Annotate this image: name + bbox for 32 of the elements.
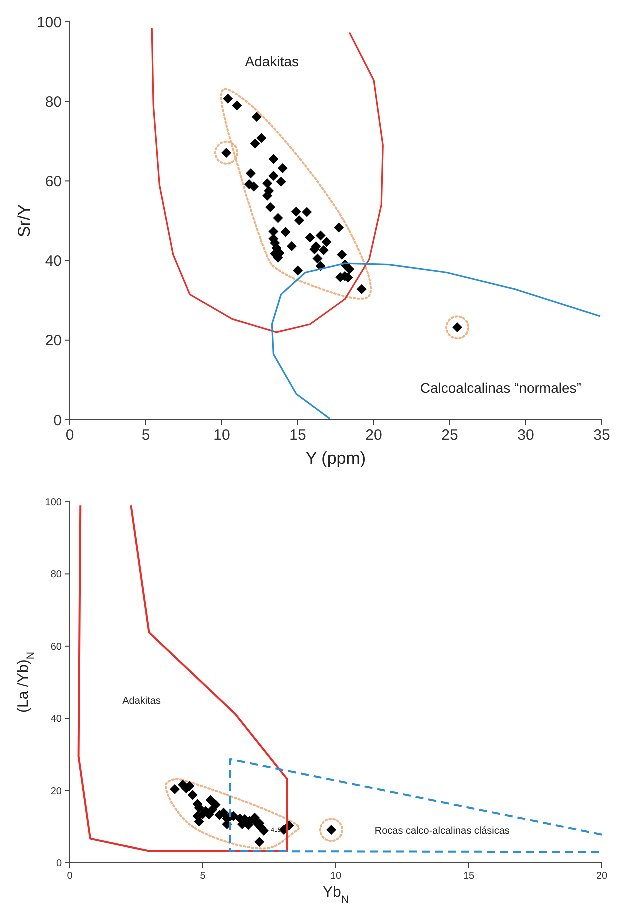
- y-tick-label: 100: [45, 498, 62, 508]
- y-tick-label: 20: [50, 786, 62, 798]
- y-tick-label: 60: [45, 173, 62, 190]
- x-axis-title: Yb$_{N}$: [323, 884, 349, 906]
- y-tick-label: 20: [45, 332, 62, 350]
- x-tick-label: 20: [596, 871, 608, 882]
- y-tick-label: 80: [50, 570, 62, 581]
- x-tick-label: 25: [442, 427, 458, 444]
- annotation: Rocas calco-alcalinas clásicas: [374, 826, 510, 838]
- y-tick-label: 0: [54, 412, 62, 430]
- annotation: Adakitas: [245, 54, 300, 70]
- x-tick-label: 30: [518, 427, 534, 444]
- y-tick-label: 40: [50, 714, 62, 726]
- y-tick-label: 80: [45, 94, 62, 111]
- y-axis-title: Sr/Y: [15, 204, 34, 238]
- x-tick-label: 10: [214, 427, 230, 444]
- y-tick-label: 40: [45, 253, 62, 270]
- x-tick-label: 5: [200, 871, 206, 882]
- annotation: Calcoalcalinas “normales”: [420, 380, 582, 396]
- y-tick-label: 100: [36, 14, 62, 32]
- x-tick-label: 15: [463, 871, 475, 882]
- x-tick-label: 0: [66, 427, 74, 444]
- annotation: Adakitas: [122, 696, 161, 708]
- x-tick-label: 0: [67, 871, 74, 882]
- x-axis-title: Y (ppm): [306, 449, 366, 468]
- y-tick-label: 0: [56, 858, 62, 870]
- x-tick-label: 20: [366, 427, 382, 444]
- x-tick-label: 5: [142, 427, 150, 444]
- x-tick-label: 15: [290, 427, 306, 444]
- y-tick-label: 60: [50, 642, 62, 653]
- x-tick-label: 35: [594, 427, 610, 444]
- x-tick-label: 10: [330, 871, 342, 882]
